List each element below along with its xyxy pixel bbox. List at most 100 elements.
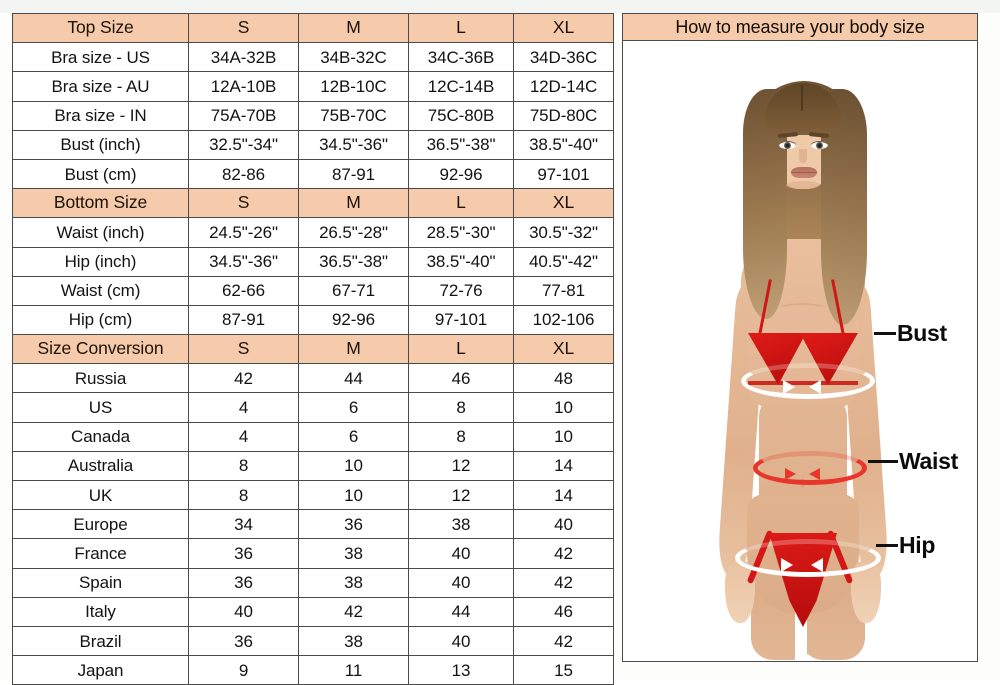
- callout-bust-leader: [874, 332, 896, 335]
- table-row: Bra size - IN 75A-70B 75B-70C 75C-80B 75D-80…: [12, 100, 614, 131]
- row-value: 38.5"-40": [513, 129, 614, 160]
- table-row: Canada 4 6 8 10: [12, 421, 614, 452]
- bikini-band: [748, 381, 858, 385]
- row-value: 14: [513, 479, 614, 511]
- table-row: Bust (cm) 82-86 87-91 92-96 97-101: [12, 158, 614, 190]
- row-value: 34.5"-36": [188, 246, 299, 277]
- section-header-size: XL: [513, 12, 614, 44]
- model-hand-right: [851, 561, 881, 623]
- row-value: 82-86: [188, 158, 299, 190]
- callout-waist-leader: [868, 460, 898, 463]
- table-row: Australia 8 10 12 14: [12, 450, 614, 482]
- waist-arrow-left: [785, 468, 796, 480]
- callout-hip-leader: [876, 544, 898, 547]
- row-label: Europe: [12, 509, 189, 540]
- row-value: 14: [513, 450, 614, 482]
- row-label: France: [12, 538, 189, 569]
- row-value: 38: [298, 567, 409, 598]
- table-row: Waist (cm) 62-66 67-71 72-76 77-81: [12, 275, 614, 306]
- model-lip-line: [791, 172, 817, 174]
- row-value: 92-96: [408, 158, 514, 190]
- row-label: Bust (inch): [12, 129, 189, 160]
- table-row: Russia 42 44 46 48: [12, 363, 614, 394]
- row-value: 15: [513, 655, 614, 685]
- section-header-size: L: [408, 188, 514, 219]
- row-value: 10: [298, 450, 409, 482]
- model-collarbone: [778, 303, 826, 315]
- row-label: Spain: [12, 567, 189, 598]
- row-label: US: [12, 392, 189, 423]
- callout-waist: Waist: [868, 450, 958, 473]
- row-value: 9: [188, 655, 299, 685]
- row-value: 67-71: [298, 275, 409, 306]
- row-value: 10: [513, 421, 614, 452]
- size-chart-table: Top Size S M L XL Bra size - US 34A-32B 34B-32C…: [12, 12, 614, 685]
- row-value: 92-96: [298, 304, 409, 336]
- row-value: 42: [513, 625, 614, 657]
- row-value: 40: [188, 596, 299, 627]
- row-value: 11: [298, 655, 409, 685]
- row-label: Waist (inch): [12, 217, 189, 248]
- row-value: 42: [513, 567, 614, 598]
- row-value: 36.5"-38": [408, 129, 514, 160]
- row-value: 30.5"-32": [513, 217, 614, 248]
- row-value: 38: [298, 625, 409, 657]
- section-header-row: Top Size S M L XL: [12, 12, 614, 44]
- hip-arrow-right: [811, 558, 823, 572]
- section-header-size: M: [298, 334, 409, 365]
- row-value: 44: [298, 363, 409, 394]
- table-row: Brazil 36 38 40 42: [12, 625, 614, 657]
- row-value: 4: [188, 392, 299, 423]
- section-header-row: Bottom Size S M L XL: [12, 188, 614, 219]
- row-value: 6: [298, 392, 409, 423]
- row-label: Bra size - IN: [12, 100, 189, 131]
- table-row: Bust (inch) 32.5"-34" 34.5"-36" 36.5"-38" 38…: [12, 129, 614, 160]
- how-to-measure-title: How to measure your body size: [622, 13, 978, 41]
- section-header-size: XL: [513, 188, 614, 219]
- section-header-size: M: [298, 12, 409, 44]
- row-value: 13: [408, 655, 514, 685]
- row-value: 36: [188, 625, 299, 657]
- row-label: Bust (cm): [12, 158, 189, 190]
- section-header-label: Bottom Size: [12, 188, 189, 219]
- row-value: 32.5"-34": [188, 129, 299, 160]
- row-label: UK: [12, 479, 189, 511]
- table-row: Bra size - US 34A-32B 34B-32C 34C-36B 34D-36…: [12, 42, 614, 73]
- section-header-size: S: [188, 334, 299, 365]
- model-hair-part: [801, 85, 803, 111]
- section-header-size: L: [408, 334, 514, 365]
- table-row: France 36 38 40 42: [12, 538, 614, 569]
- row-value: 36: [188, 567, 299, 598]
- row-label: Canada: [12, 421, 189, 452]
- callout-bust: Bust: [874, 322, 947, 345]
- section-header-size: S: [188, 188, 299, 219]
- row-value: 6: [298, 421, 409, 452]
- table-row: Bra size - AU 12A-10B 12B-10C 12C-14B 12D-14…: [12, 71, 614, 102]
- table-row: Europe 34 36 38 40: [12, 509, 614, 540]
- row-value: 42: [188, 363, 299, 394]
- row-value: 62-66: [188, 275, 299, 306]
- row-value: 38.5"-40": [408, 246, 514, 277]
- row-value: 8: [408, 421, 514, 452]
- row-value: 46: [408, 363, 514, 394]
- model-hair-top: [765, 83, 841, 135]
- section-header-label: Size Conversion: [12, 334, 189, 365]
- section-header-row: Size Conversion S M L XL: [12, 334, 614, 365]
- row-label: Italy: [12, 596, 189, 627]
- row-value: 40: [408, 567, 514, 598]
- row-value: 34A-32B: [188, 42, 299, 73]
- row-value: 12D-14C: [513, 71, 614, 102]
- row-value: 34C-36B: [408, 42, 514, 73]
- row-value: 28.5"-30": [408, 217, 514, 248]
- row-value: 12: [408, 479, 514, 511]
- model-illustration-area: [622, 41, 978, 662]
- row-label: Waist (cm): [12, 275, 189, 306]
- row-label: Bra size - US: [12, 42, 189, 73]
- section-header-size: S: [188, 12, 299, 44]
- row-value: 75C-80B: [408, 100, 514, 131]
- row-value: 34: [188, 509, 299, 540]
- row-value: 97-101: [513, 158, 614, 190]
- row-value: 36: [188, 538, 299, 569]
- row-value: 97-101: [408, 304, 514, 336]
